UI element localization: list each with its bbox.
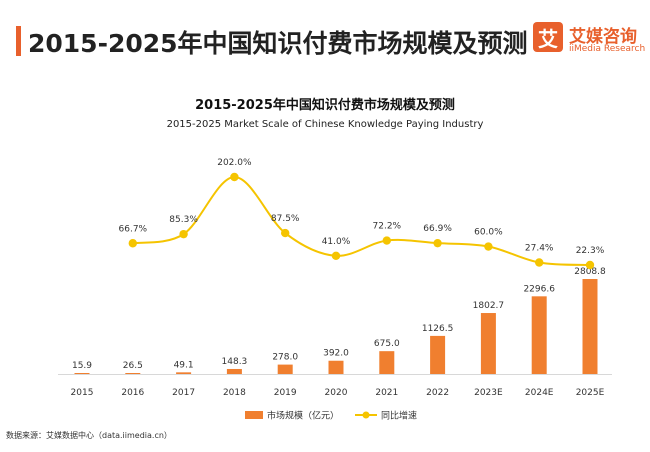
x-tick-2025E: 2025E	[576, 388, 605, 398]
x-tick-2022: 2022	[426, 388, 449, 398]
growth-label-2018: 202.0%	[217, 158, 252, 168]
growth-rate-line	[132, 175, 591, 266]
growth-point-2021	[382, 236, 391, 245]
logo-name-cn: 艾媒咨询	[569, 27, 637, 47]
bar-2023E	[480, 313, 496, 374]
legend-line-label: 同比增速	[381, 410, 417, 422]
bar-label-2025E: 2808.8	[574, 267, 606, 277]
x-tick-2019: 2019	[274, 388, 297, 398]
chart-subtitle: 2015-2025 Market Scale of Chinese Knowle…	[166, 119, 484, 130]
growth-point-2018	[230, 172, 239, 182]
x-tick-2018: 2018	[223, 388, 246, 398]
page-title: 2015-2025年中国知识付费市场规模及预测	[28, 29, 528, 58]
bar-label-2024E: 2296.6	[523, 284, 555, 294]
bar-2020	[328, 360, 344, 374]
growth-point-2017	[179, 229, 188, 239]
bar-2016	[125, 373, 141, 374]
x-tick-2020: 2020	[325, 388, 348, 398]
bar-label-2021: 675.0	[374, 339, 400, 349]
bar-2024E	[531, 296, 547, 374]
growth-label-2021: 72.2%	[373, 222, 402, 232]
growth-label-2025E: 22.3%	[576, 246, 605, 256]
x-tick-2015: 2015	[71, 388, 94, 398]
bar-2021	[379, 351, 395, 374]
growth-point-2025E	[585, 260, 595, 270]
growth-point-2020	[331, 251, 341, 261]
x-tick-2023E: 2023E	[474, 388, 503, 398]
growth-label-2019: 87.5%	[271, 214, 300, 224]
title-accent-bar	[16, 26, 21, 56]
data-source: 数据来源：艾媒数据中心（data.iimedia.cn）	[6, 431, 172, 440]
growth-point-2019	[281, 228, 290, 238]
growth-point-2016	[128, 239, 137, 248]
legend-line-marker	[362, 411, 370, 419]
bar-2022	[430, 335, 446, 374]
growth-label-2024E: 27.4%	[525, 244, 554, 254]
bar-label-2018: 148.3	[222, 357, 248, 367]
bar-label-2017: 49.1	[174, 360, 194, 370]
legend-bar-label: 市场规模（亿元）	[267, 410, 339, 422]
bar-label-2020: 392.0	[323, 349, 349, 359]
logo-mark-icon: 艾	[533, 22, 563, 52]
bar-2015	[74, 373, 90, 374]
bar-2019	[277, 364, 293, 374]
header: 2015-2025年中国知识付费市场规模及预测 艾 艾媒咨询 iiMedia R…	[0, 0, 650, 80]
growth-label-2022: 66.9%	[423, 224, 452, 234]
growth-label-2017: 85.3%	[169, 215, 198, 225]
growth-label-2016: 66.7%	[119, 224, 148, 234]
growth-label-2020: 41.0%	[322, 237, 351, 247]
bar-2017	[176, 372, 192, 374]
x-tick-2017: 2017	[172, 388, 195, 398]
chart-title: 2015-2025年中国知识付费市场规模及预测	[195, 98, 455, 113]
growth-point-2023E	[484, 242, 493, 251]
growth-label-2023E: 60.0%	[474, 228, 503, 238]
bar-label-2015: 15.9	[72, 361, 92, 371]
bar-label-2016: 26.5	[123, 361, 143, 371]
bar-label-2019: 278.0	[272, 353, 298, 363]
legend-bar-swatch	[245, 411, 263, 419]
logo-name-en: iiMedia Research	[569, 44, 646, 54]
x-tick-2021: 2021	[375, 388, 398, 398]
bar-label-2022: 1126.5	[422, 324, 454, 334]
growth-point-2022	[433, 238, 442, 248]
growth-point-2024E	[535, 258, 544, 267]
bar-label-2023E: 1802.7	[473, 301, 505, 311]
bar-2025E	[582, 279, 598, 374]
iimedia-logo: 艾 艾媒咨询 iiMedia Research	[533, 22, 646, 62]
bar-2018	[226, 368, 242, 374]
x-tick-2016: 2016	[121, 388, 144, 398]
x-tick-2024E: 2024E	[525, 388, 554, 398]
